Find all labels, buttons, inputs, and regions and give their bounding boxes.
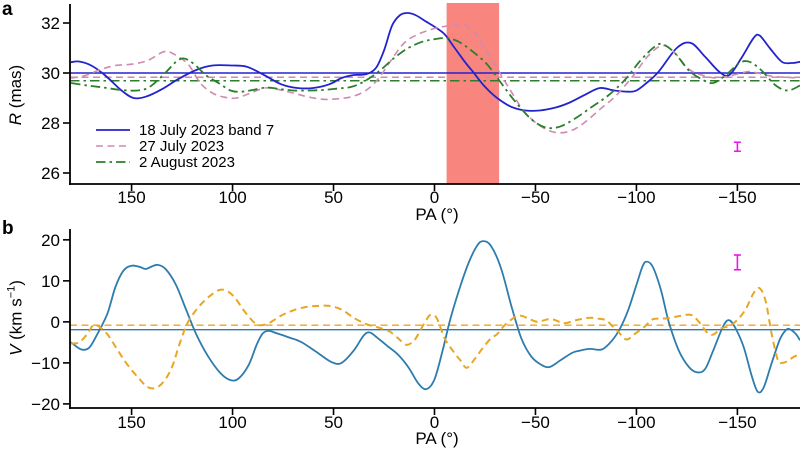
series-line-a-0 — [70, 12, 800, 112]
legend-item: 27 July 2023 — [95, 138, 274, 154]
x-tick-label: 100 — [218, 413, 246, 432]
y-axis-unit: (km s — [6, 298, 26, 345]
series-line-b-0 — [70, 240, 800, 394]
x-tick-label: −100 — [617, 413, 655, 432]
x-tick-label: 50 — [324, 188, 343, 207]
legend-item-label: 18 July 2023 band 7 — [139, 121, 275, 139]
panel-b-x-axis-label: PA (°) — [415, 429, 459, 448]
x-tick-label: 150 — [117, 413, 145, 432]
x-tick-label: −150 — [718, 188, 756, 207]
panel-a-y-axis-label: R (mas) — [6, 65, 26, 125]
y-axis-variable: V — [6, 344, 26, 356]
y-axis-exponent: −1 — [5, 285, 18, 299]
panel-a-x-axis-label: PA (°) — [415, 205, 459, 224]
legend-item-label: 2 August 2023 — [139, 153, 235, 171]
y-axis-variable: R — [6, 112, 25, 126]
series-line-b-1 — [70, 286, 800, 390]
x-tick-label: −50 — [521, 413, 550, 432]
legend: 18 July 2023 band 7 27 July 2023 2 Augus… — [95, 122, 274, 170]
panel-b-y-axis-label: V (km s−1) — [6, 280, 27, 356]
y-tick-label: 10 — [41, 272, 60, 291]
y-tick-label: 32 — [41, 14, 60, 33]
series-line-a-1 — [70, 22, 800, 134]
y-tick-label: 28 — [41, 114, 60, 133]
panel-a: 150 100 50 0 −50 −100 −150 26 28 30 32 — [41, 3, 800, 207]
y-tick-label: 30 — [41, 64, 60, 83]
error-bar — [733, 254, 741, 271]
series-line-a-2 — [70, 37, 800, 130]
y-tick-label: 26 — [41, 164, 60, 183]
x-tick-label: −150 — [718, 413, 756, 432]
y-tick-label: −10 — [31, 354, 60, 373]
legend-item: 2 August 2023 — [95, 154, 274, 170]
y-tick-label: −20 — [31, 395, 60, 414]
x-tick-label: −50 — [521, 188, 550, 207]
y-axis-unit: (mas) — [6, 64, 25, 113]
legend-line-sample — [96, 145, 130, 147]
error-bar — [733, 141, 741, 153]
legend-item-label: 27 July 2023 — [139, 137, 225, 155]
x-tick-label: 150 — [117, 188, 145, 207]
y-tick-label: 20 — [41, 231, 60, 250]
panel-a-label: a — [2, 0, 13, 20]
x-tick-label: 0 — [430, 413, 439, 432]
legend-item: 18 July 2023 band 7 — [95, 122, 274, 138]
x-tick-label: 50 — [324, 413, 343, 432]
x-tick-label: −100 — [617, 188, 655, 207]
y-tick-label: 0 — [51, 313, 60, 332]
panel-b-label: b — [2, 218, 14, 239]
x-tick-label: 0 — [430, 188, 439, 207]
highlight-band — [446, 3, 500, 184]
legend-line-sample — [96, 129, 130, 131]
legend-line-sample — [96, 161, 130, 163]
y-axis-unit-close: ) — [6, 280, 26, 286]
x-tick-label: 100 — [218, 188, 246, 207]
